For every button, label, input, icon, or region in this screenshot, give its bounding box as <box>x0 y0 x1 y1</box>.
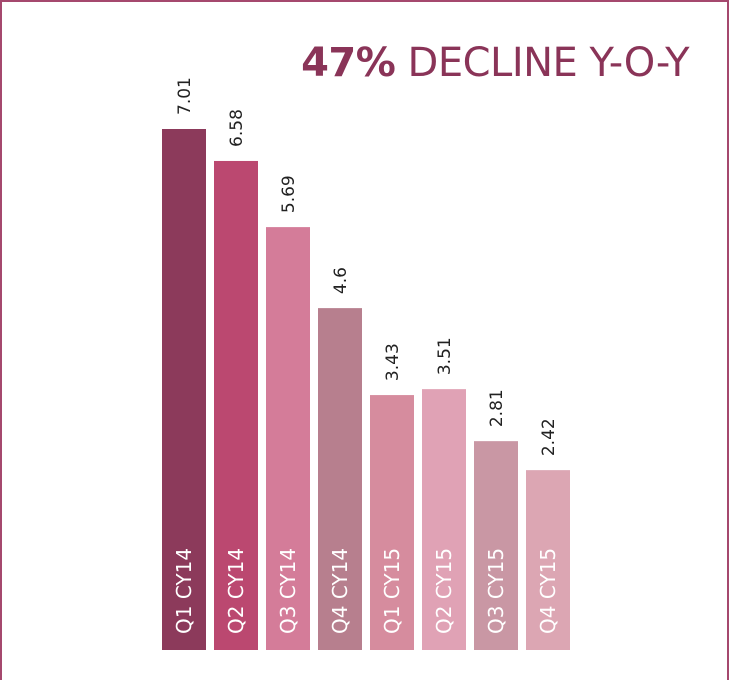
chart-headline: 47% DECLINE Y-O-Y <box>301 40 689 86</box>
bar-q2-cy14 <box>214 160 258 651</box>
category-label: Q3 CY15 <box>484 548 508 634</box>
value-label: 7.01 <box>175 77 195 115</box>
value-label: 3.43 <box>383 343 403 381</box>
bar-q2-cy15 <box>422 389 466 650</box>
value-label: 4.6 <box>331 267 351 294</box>
category-label: Q4 CY15 <box>536 548 560 634</box>
headline-text: DECLINE Y-O-Y <box>407 40 690 86</box>
bar-q3-cy15 <box>474 441 518 650</box>
category-label: Q1 CY14 <box>172 548 196 634</box>
category-label: Q2 CY14 <box>224 548 248 634</box>
bar-q1-cy14 <box>162 129 206 650</box>
headline-percent: 47% <box>301 40 396 86</box>
bar-q3-cy14 <box>266 227 310 650</box>
value-label: 2.81 <box>487 389 507 427</box>
bar-q4-cy15 <box>526 470 570 650</box>
value-label: 5.69 <box>279 175 299 213</box>
category-label: Q1 CY15 <box>380 548 404 634</box>
bar-q4-cy14 <box>318 308 362 650</box>
category-label: Q2 CY15 <box>432 548 456 634</box>
value-label: 2.42 <box>539 418 559 456</box>
value-label: 6.58 <box>227 109 247 147</box>
category-label: Q3 CY14 <box>276 548 300 634</box>
value-label: 3.51 <box>435 337 455 375</box>
category-label: Q4 CY14 <box>328 548 352 634</box>
bar-q1-cy15 <box>370 395 414 650</box>
